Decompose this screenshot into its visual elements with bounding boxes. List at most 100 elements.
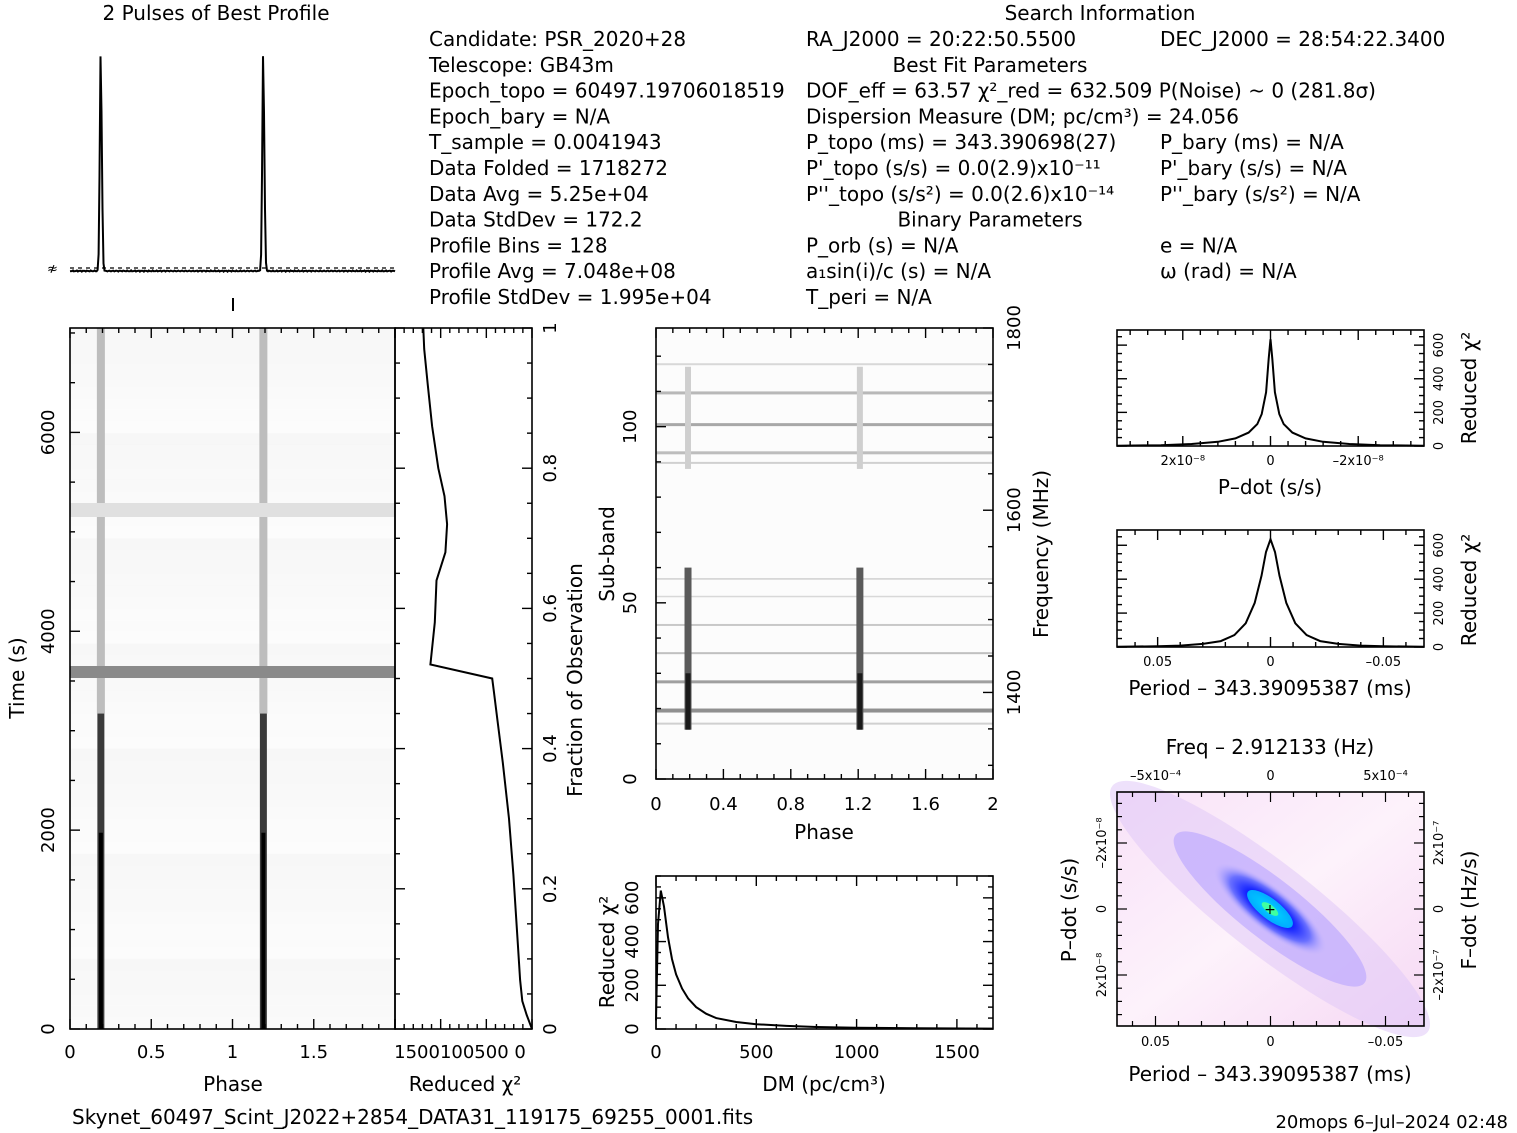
rc-ytick-label: 1 <box>540 322 561 333</box>
profile-title: 2 Pulses of Best Profile <box>103 1 330 25</box>
time-phase-row <box>70 643 395 656</box>
sb-xtick-label: 0.4 <box>709 794 738 815</box>
rfi-band <box>70 666 395 678</box>
frequency-ylabel: Frequency (MHz) <box>1029 470 1053 638</box>
period_chi-ytick-label: 200 <box>1432 601 1447 626</box>
time-phase-row <box>70 993 395 1007</box>
info-line: Profile StdDev = 1.995e+04 <box>429 285 712 309</box>
time-phase-row <box>70 830 395 843</box>
rc-ytick-label: 0.2 <box>540 874 561 903</box>
info-line: ω (rad) = N/A <box>1160 259 1297 283</box>
info-line: P'_topo (s/s) = 0.0(2.9)x10⁻¹¹ <box>806 156 1101 180</box>
pulse-track-upper <box>96 328 105 714</box>
sb-xtick-label: 1.6 <box>911 794 940 815</box>
time-phase-row <box>70 853 395 866</box>
time-phase-row <box>70 760 395 773</box>
subband-line <box>656 363 993 366</box>
info-line: P''_bary (s/s²) = N/A <box>1160 182 1361 206</box>
info-line: Telescope: GB43m <box>428 53 614 77</box>
info-line: a₁sin(i)/c (s) = N/A <box>806 259 991 283</box>
redchi-time-xlabel: Reduced χ² <box>409 1072 522 1096</box>
pp-ytick-label: 2x10⁻⁸ <box>1095 953 1110 998</box>
time-phase-row <box>70 444 395 458</box>
time-phase-row <box>70 514 395 528</box>
info-line: Profile Bins = 128 <box>429 233 608 257</box>
time-phase-row <box>70 1005 395 1018</box>
info-line: P_orb (s) = N/A <box>806 233 959 257</box>
time-phase-row <box>70 923 395 937</box>
info-line: DEC_J2000 = 28:54:22.3400 <box>1160 27 1445 51</box>
pp-y2tick-label: –2x10⁻⁷ <box>1432 949 1447 1000</box>
pp-xtick-label: 0 <box>1266 1035 1274 1050</box>
time-phase-row <box>70 783 395 796</box>
period_chi-xtick-label: 0 <box>1266 655 1274 670</box>
tp-ytick-label: 4000 <box>38 608 59 654</box>
time-phase-row <box>70 585 395 598</box>
rc-ytick-label: 0.8 <box>540 454 561 483</box>
sb-y2tick-label: 1600 <box>1004 487 1025 533</box>
faint-band <box>70 503 395 517</box>
tp-xtick-label: 1 <box>227 1042 238 1063</box>
sb-xtick-label: 2 <box>987 794 998 815</box>
redchi-time-axes: 0 0.2 0.4 0.6 0.8 1 <box>394 322 561 1035</box>
tp-ytick-label: 6000 <box>38 409 59 455</box>
subband-pulse-core <box>857 673 863 730</box>
info-line: DOF_eff = 63.57 χ²_red = 632.509 P(Noise… <box>806 79 1376 103</box>
info-line: Data Avg = 5.25e+04 <box>429 182 649 206</box>
time-phase-row <box>70 398 395 411</box>
period-chi-axes: 0.05 0 –0.05 0 200 400 600 <box>1116 529 1447 670</box>
sb-ytick-label: 100 <box>620 409 641 443</box>
info-line: P_topo (ms) = 343.390698(27) <box>806 130 1116 154</box>
time-phase-row <box>70 678 395 691</box>
rc-ytick-label: 0 <box>540 1023 561 1034</box>
subband-pulse-upper <box>856 366 863 469</box>
time-phase-row <box>70 374 395 387</box>
pdot_chi-ytick-label: 200 <box>1432 400 1447 425</box>
info-line: RA_J2000 = 20:22:50.5500 <box>806 27 1076 51</box>
time-phase-row <box>70 982 395 995</box>
time-phase-row <box>70 433 395 446</box>
sb-xtick-label: 0.8 <box>776 794 805 815</box>
pp-x2tick-label: 0 <box>1266 769 1274 784</box>
subband-line <box>656 451 993 455</box>
sb-ytick-label: 50 <box>620 591 641 614</box>
dm-xtick-label: 1500 <box>934 1042 980 1063</box>
dm-ytick-label: 0 <box>622 1023 643 1034</box>
time-phase-row <box>70 561 395 574</box>
time-phase-row <box>70 409 395 422</box>
footer-stamp: 20mops 6–Jul–2024 02:48 <box>1275 1112 1508 1133</box>
subband-phase-axes: 0 0.4 0.8 1.2 1.6 2 0 50 100 1400 1600 1800 <box>620 305 1025 815</box>
time-phase-row <box>70 456 395 469</box>
time-phase-row <box>70 877 395 890</box>
pdot_chi-ytick-label: 400 <box>1432 366 1447 391</box>
time-phase-row <box>70 620 395 633</box>
info-line: Epoch_topo = 60497.19706018519 <box>429 79 785 103</box>
time-phase-row <box>70 748 395 761</box>
period_chi-ytick-label: 600 <box>1432 533 1447 558</box>
info-line: Data StdDev = 172.2 <box>429 208 643 232</box>
time-phase-row <box>70 713 395 726</box>
pdot_chi-ytick-label: 0 <box>1432 442 1447 450</box>
subband-line <box>656 722 993 725</box>
time-phase-row <box>70 900 395 913</box>
time-phase-row <box>70 468 395 481</box>
footer-filename: Skynet_60497_Scint_J2022+2854_DATA31_119… <box>72 1105 753 1129</box>
pulse-track-core <box>98 832 103 1029</box>
pp-x2tick-label: –5x10⁻⁴ <box>1130 769 1181 784</box>
dm-xtick-label: 500 <box>739 1042 773 1063</box>
info-line: Best Fit Parameters <box>893 53 1088 77</box>
svg-text:+: + <box>1264 902 1276 918</box>
time-phase-row <box>70 795 395 808</box>
time-phase-row <box>70 339 395 352</box>
pp-y2tick-label: 2x10⁻⁷ <box>1432 821 1447 866</box>
info-line: Candidate: PSR_2020+28 <box>429 27 686 51</box>
dm-chi-line <box>655 890 994 1030</box>
info-line: P_bary (ms) = N/A <box>1160 130 1344 154</box>
time-phase-row <box>70 479 395 493</box>
time-phase-row <box>70 491 395 504</box>
subband-ylabel: Sub-band <box>595 506 619 602</box>
subband-pulse-upper <box>685 366 692 469</box>
period-chi-line <box>1116 536 1425 648</box>
time-phase-row <box>70 608 395 621</box>
subband-line <box>656 652 993 655</box>
